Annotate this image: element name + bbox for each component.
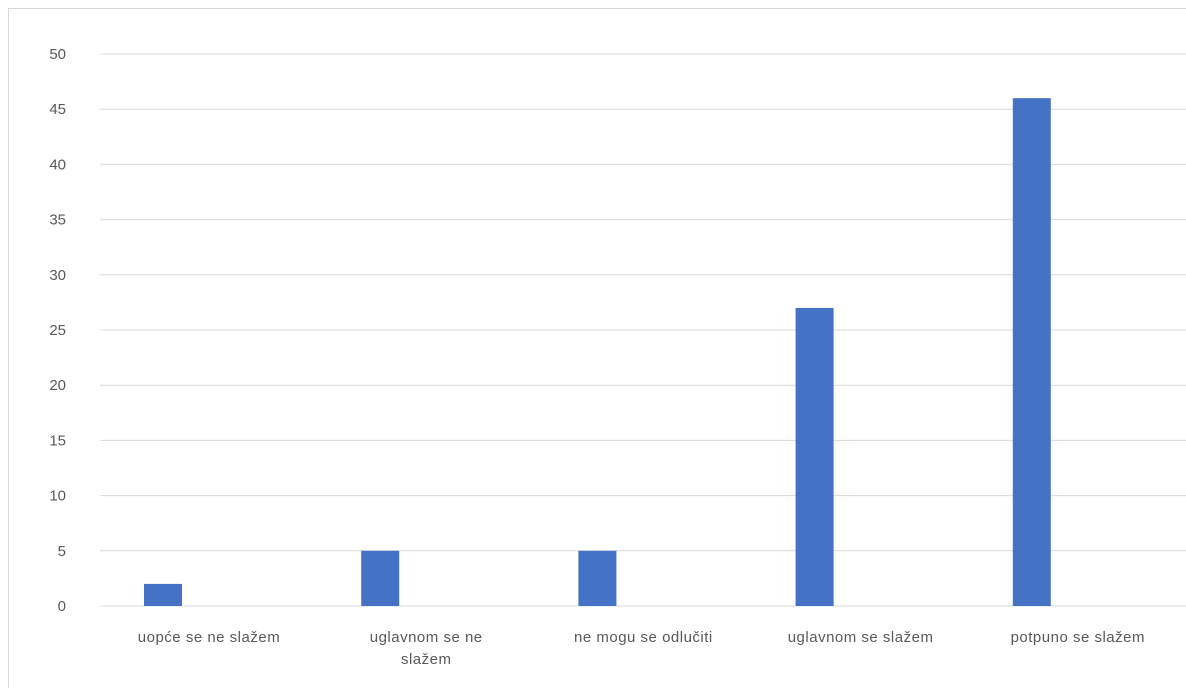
y-tick-label: 15 <box>49 432 66 449</box>
x-tick-label: ne mogu se odlučiti <box>574 629 713 646</box>
y-tick-label: 50 <box>49 46 66 63</box>
y-tick-label: 20 <box>49 377 66 394</box>
y-tick-label: 0 <box>58 598 66 615</box>
bar <box>144 583 182 606</box>
y-tick-label: 45 <box>49 101 66 118</box>
y-tick-label: 35 <box>49 212 66 229</box>
x-tick-label: potpuno se slažem <box>1011 629 1145 646</box>
x-tick-label: uglavnom se slažem <box>788 629 934 646</box>
bar <box>795 307 834 606</box>
bar <box>1012 98 1051 606</box>
y-tick-label: 40 <box>49 156 66 173</box>
y-tick-label: 30 <box>49 267 66 284</box>
bar <box>578 550 617 606</box>
y-tick-label: 10 <box>49 488 66 505</box>
gridlines <box>100 53 1186 607</box>
x-tick-label: uopće se ne slažem <box>138 629 280 646</box>
y-tick-label: 5 <box>58 543 66 560</box>
y-axis-ticks: 0 5 10 15 20 25 30 35 40 45 50 <box>49 46 66 615</box>
x-axis-ticks: uopće se ne slažem uglavnom se ne slažem ne… <box>138 629 1145 668</box>
y-tick-label: 25 <box>49 322 66 339</box>
bars <box>144 98 1051 606</box>
bar <box>361 550 400 606</box>
x-tick-label: uglavnom se ne slažem <box>370 629 483 668</box>
